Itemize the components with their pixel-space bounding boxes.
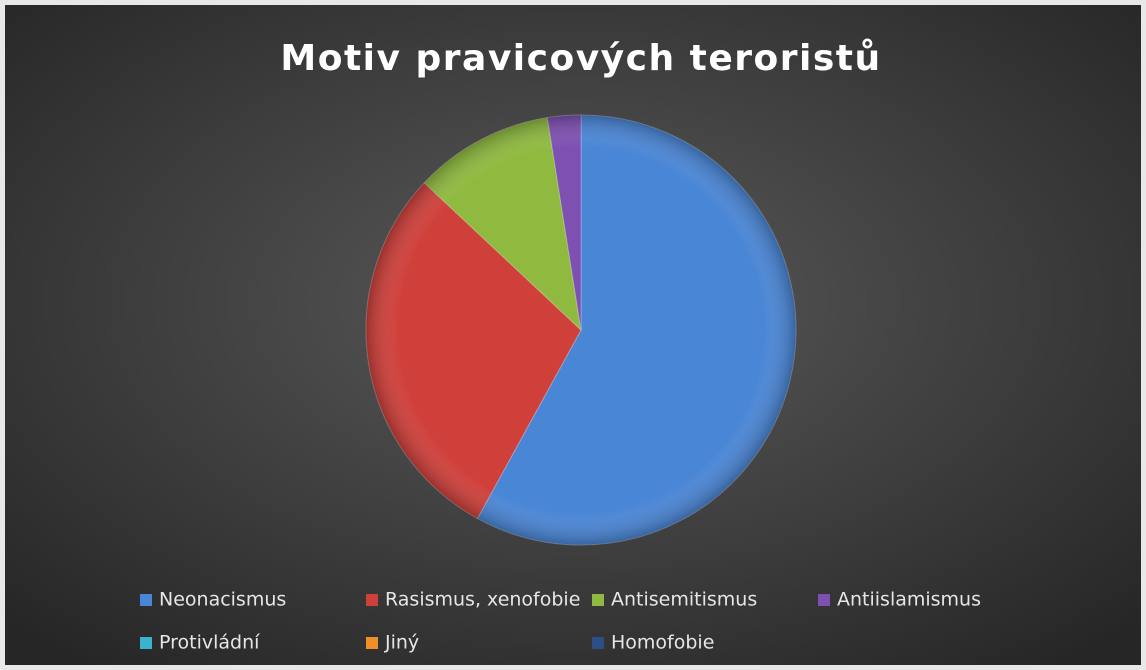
- legend-marker: [140, 637, 152, 649]
- legend-label: Neonacismus: [159, 589, 286, 611]
- chart-title: Motiv pravicových teroristů: [280, 38, 881, 79]
- legend-marker: [366, 594, 378, 606]
- legend-label: Jiný: [384, 632, 419, 654]
- legend-marker: [592, 637, 604, 649]
- legend-marker: [592, 594, 604, 606]
- pie: [365, 114, 797, 546]
- legend-label: Protivládní: [159, 632, 260, 654]
- legend-label: Antiislamismus: [837, 589, 981, 611]
- legend-label: Rasismus, xenofobie: [385, 589, 580, 611]
- legend-marker: [818, 594, 830, 606]
- legend-label: Homofobie: [611, 632, 714, 654]
- legend-marker: [366, 637, 378, 649]
- legend: Neonacismus Rasismus, xenofobie Antisemiti…: [140, 589, 981, 654]
- legend-marker: [140, 594, 152, 606]
- legend-label: Antisemitismus: [611, 589, 757, 611]
